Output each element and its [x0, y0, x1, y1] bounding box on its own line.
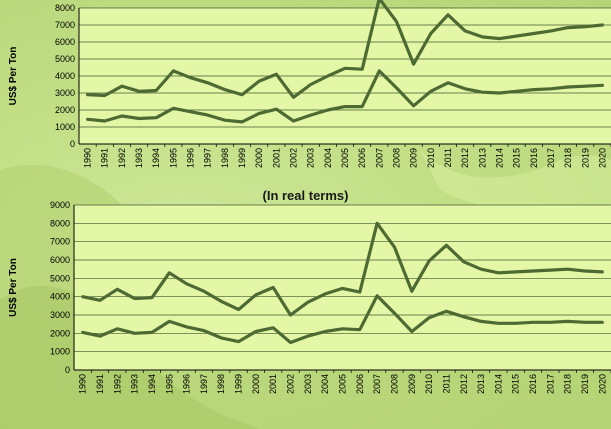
- x-tick-label: 2008: [389, 374, 399, 394]
- x-tick-label: 1999: [237, 148, 247, 168]
- x-tick-label: 1996: [182, 374, 192, 394]
- x-tick-label: 1999: [234, 374, 244, 394]
- x-tick-label: 1992: [117, 148, 127, 168]
- x-tick-label: 2010: [426, 148, 436, 168]
- x-tick-label: 2002: [289, 148, 299, 168]
- x-tick-label: 2012: [460, 148, 470, 168]
- x-tick-label: 1997: [199, 374, 209, 394]
- y-tick-label: 0: [65, 365, 70, 375]
- x-tick-label: 1997: [203, 148, 213, 168]
- y-axis-label: US$ Per Ton: [8, 258, 19, 317]
- x-tick-label: 2003: [306, 148, 316, 168]
- x-tick-label: 2006: [357, 148, 367, 168]
- x-tick-label: 1992: [112, 374, 122, 394]
- x-tick-label: 2009: [409, 148, 419, 168]
- y-tick-label: 0: [70, 139, 75, 149]
- x-tick-label: 2015: [512, 148, 522, 168]
- y-tick-label: 4000: [55, 71, 75, 81]
- x-tick-label: 1998: [216, 374, 226, 394]
- y-tick-label: 9000: [50, 200, 70, 210]
- x-tick-label: 2018: [563, 148, 573, 168]
- x-tick-label: 2018: [563, 374, 573, 394]
- y-tick-label: 5000: [50, 273, 70, 283]
- x-tick-label: 1995: [164, 374, 174, 394]
- y-tick-label: 2000: [55, 105, 75, 115]
- y-tick-label: 8000: [55, 3, 75, 13]
- x-tick-label: 2004: [320, 374, 330, 394]
- y-tick-label: 8000: [50, 218, 70, 228]
- chart-top: 0 1000 2000 3000 4000 5000 6000 7000 8000 1990 199…: [8, 0, 611, 168]
- x-tick-label: 1993: [134, 148, 144, 168]
- y-tick-label: 1000: [50, 347, 70, 357]
- x-tick-label: 2019: [580, 374, 590, 394]
- x-tick-label: 1991: [100, 148, 110, 168]
- x-tick-label: 2000: [251, 374, 261, 394]
- x-tick-label: 1990: [83, 148, 93, 168]
- x-tick-label: 2005: [338, 374, 348, 394]
- x-tick-label: 2017: [546, 148, 556, 168]
- x-tick-label: 2013: [476, 374, 486, 394]
- y-tick-label: 6000: [50, 255, 70, 265]
- y-tick-label: 3000: [55, 88, 75, 98]
- y-tick-label: 2000: [50, 328, 70, 338]
- x-tick-label: 2012: [459, 374, 469, 394]
- x-tick-label: 1998: [220, 148, 230, 168]
- x-tick-label: 2006: [355, 374, 365, 394]
- x-tick-label: 1990: [78, 374, 88, 394]
- series-line-1: [85, 0, 605, 99]
- x-tick-label: 2009: [407, 374, 417, 394]
- series-line-2: [85, 69, 605, 124]
- x-tick-label: 2014: [494, 148, 504, 168]
- series-line-2: [81, 294, 604, 345]
- x-tick-label: 2003: [303, 374, 313, 394]
- x-tick-label: 2008: [391, 148, 401, 168]
- x-tick-label: 2000: [254, 148, 264, 168]
- x-tick-label: 2020: [597, 148, 607, 168]
- x-tick-label: 2005: [340, 148, 350, 168]
- x-tick-label: 2020: [597, 374, 607, 394]
- y-tick-label: 5000: [55, 54, 75, 64]
- x-tick-label: 2004: [323, 148, 333, 168]
- x-tick-label: 2014: [493, 374, 503, 394]
- y-tick-label: 6000: [55, 37, 75, 47]
- chart-bottom-title: (In real terms): [262, 188, 349, 203]
- y-tick-label: 3000: [50, 310, 70, 320]
- y-tick-label: 1000: [55, 122, 75, 132]
- x-tick-label: 1993: [130, 374, 140, 394]
- x-tick-label: 2017: [545, 374, 555, 394]
- x-tick-label: 2010: [424, 374, 434, 394]
- x-tick-label: 2019: [580, 148, 590, 168]
- x-tick-label: 1995: [168, 148, 178, 168]
- y-tick-label: 7000: [55, 20, 75, 30]
- x-tick-label: 2016: [528, 374, 538, 394]
- x-tick-label: 1991: [95, 374, 105, 394]
- x-tick-label: 2013: [477, 148, 487, 168]
- x-tick-label: 2001: [268, 374, 278, 394]
- x-tick-label: 2007: [372, 374, 382, 394]
- x-tick-label: 2011: [441, 374, 451, 393]
- x-tick-label: 2011: [443, 148, 453, 167]
- y-axis-label: US$ Per Ton: [8, 47, 19, 106]
- x-tick-label: 2015: [511, 374, 521, 394]
- y-tick-label: 4000: [50, 292, 70, 302]
- x-tick-label: 2002: [286, 374, 296, 394]
- x-tick-label: 2016: [529, 148, 539, 168]
- x-tick-label: 2001: [271, 148, 281, 168]
- x-tick-label: 1994: [147, 374, 157, 394]
- x-tick-label: 1994: [151, 148, 161, 168]
- x-tick-label: 1996: [186, 148, 196, 168]
- chart-bottom: 0 1000 2000 3000 4000 5000 6000 7000 8000 9000 199…: [8, 200, 611, 394]
- y-tick-label: 7000: [50, 237, 70, 247]
- series-line-1: [81, 221, 604, 317]
- x-tick-label: 2007: [374, 148, 384, 168]
